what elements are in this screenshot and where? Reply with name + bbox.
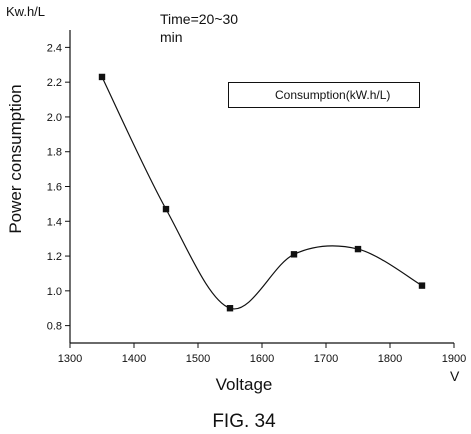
y-tick-label: 1.0 <box>47 286 62 298</box>
x-axis-unit: V <box>450 368 460 384</box>
y-tick-label: 2.0 <box>47 112 62 124</box>
figure-caption: FIG. 34 <box>212 411 276 432</box>
data-point <box>354 245 362 253</box>
y-axis-unit: Kw.h/L <box>6 4 46 19</box>
legend-label: Consumption(kW.h/L) <box>275 88 391 102</box>
data-point <box>98 73 106 81</box>
legend <box>228 82 420 108</box>
time-annotation: Time=20~30 min <box>160 10 238 46</box>
y-tick-label: 2.4 <box>47 42 62 54</box>
y-axis-label: Power consumption <box>6 84 25 234</box>
data-point <box>290 251 298 258</box>
x-tick-label: 1500 <box>186 353 210 365</box>
x-tick-label: 1800 <box>378 353 402 365</box>
y-tick-label: 1.8 <box>47 147 62 159</box>
y-tick-label: 1.6 <box>47 182 62 194</box>
x-tick-label: 1600 <box>250 353 274 365</box>
data-points-layer <box>98 73 426 312</box>
time-annotation-line2: min <box>160 29 183 45</box>
x-tick-label: 1900 <box>442 353 466 365</box>
y-tick-label: 1.4 <box>47 216 62 228</box>
time-annotation-line1: Time=20~30 <box>160 11 239 27</box>
x-axis-label: Voltage <box>215 375 273 394</box>
y-tick-label: 2.2 <box>47 77 62 89</box>
fit-curve-layer <box>101 76 423 310</box>
data-point <box>162 205 170 213</box>
x-tick-label: 1700 <box>314 353 338 365</box>
data-point <box>226 305 234 312</box>
x-tick-label: 1300 <box>58 353 82 365</box>
axes: 1300 1400 1500 1600 1700 1800 1900 0.8 1.0 1.2 1.4… <box>47 30 466 365</box>
x-tick-label: 1400 <box>122 353 146 365</box>
y-tick-label: 1.2 <box>47 251 62 263</box>
y-tick-label: 0.8 <box>47 321 62 333</box>
fit-curve <box>101 76 423 310</box>
data-point <box>418 282 426 289</box>
